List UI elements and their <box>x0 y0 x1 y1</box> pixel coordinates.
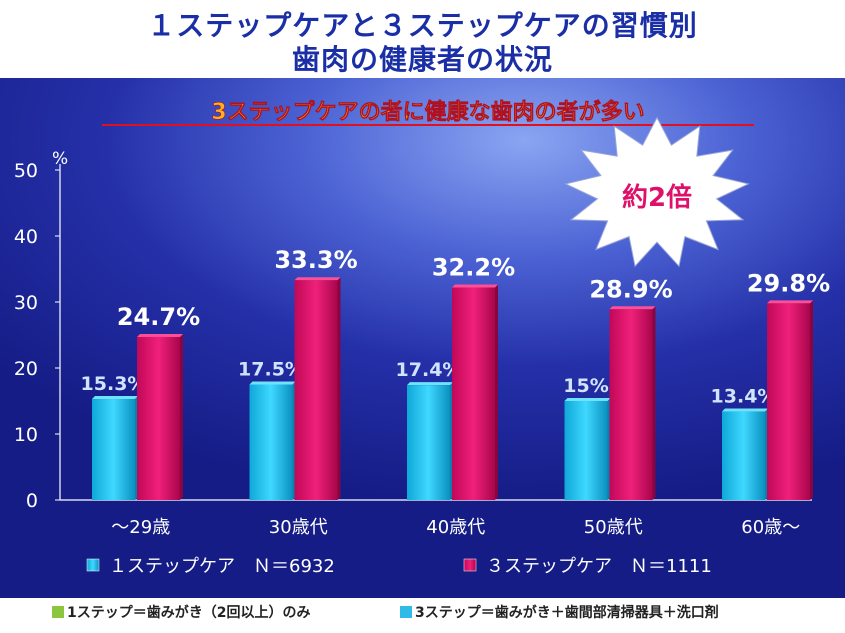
legend-label: １ステップケア Ｎ＝6932 <box>109 556 335 577</box>
bar-1step <box>564 401 608 500</box>
data-label: 13.4% <box>711 386 777 408</box>
callout-text: 約2倍 <box>622 182 692 213</box>
bar-3step <box>137 336 180 500</box>
footer-note-1step-text: 1ステップ＝歯みがき（2回以上）のみ <box>67 605 311 621</box>
bar-top <box>294 277 341 281</box>
x-tick-label: 40歳代 <box>426 517 485 538</box>
data-label: 24.7% <box>117 303 200 331</box>
legend-label: ３ステップケア Ｎ＝1111 <box>486 556 712 577</box>
chart-subtitle: 3ステップケアの者に健康な歯肉の者が多い <box>211 99 644 125</box>
bar-side <box>652 306 656 500</box>
bar-3step <box>767 303 810 500</box>
legend-swatch <box>86 558 100 572</box>
bar-top <box>137 333 183 337</box>
data-label: 15% <box>563 375 608 397</box>
legend-swatch <box>463 558 477 572</box>
bar-3step <box>294 280 338 500</box>
data-label: 15.3% <box>81 373 147 395</box>
bar-top <box>609 306 656 310</box>
bar-side <box>810 300 813 500</box>
y-tick-label: 50 <box>14 160 38 182</box>
footer-note-1step: 1ステップ＝歯みがき（2回以上）のみ <box>52 602 310 622</box>
bar-top <box>249 381 296 385</box>
chart-title-line2: 歯肉の健康者の状況 <box>291 43 553 76</box>
data-label: 32.2% <box>432 253 515 281</box>
bar-top <box>767 300 813 304</box>
data-label: 33.3% <box>274 246 357 274</box>
bar-top <box>452 284 498 288</box>
bar-top <box>92 396 138 400</box>
data-label: 28.9% <box>589 275 672 303</box>
bar-side <box>180 333 183 500</box>
y-tick-label: 0 <box>26 490 38 512</box>
bar-3step <box>452 287 495 500</box>
y-tick-label: 40 <box>14 226 38 248</box>
chart-title-line1: １ステップケアと３ステップケアの習慣別 <box>147 9 698 42</box>
bar-top <box>722 408 768 412</box>
bar-top <box>407 382 453 386</box>
bar-side <box>495 284 498 500</box>
data-label: 17.4% <box>396 359 462 381</box>
bar-top <box>564 398 611 401</box>
y-axis-unit: % <box>52 149 68 169</box>
data-label: 17.5% <box>238 359 304 381</box>
bar-1step <box>92 399 135 500</box>
y-tick-label: 20 <box>14 358 38 380</box>
x-tick-label: ～29歳 <box>111 517 170 538</box>
green-square-icon <box>52 606 64 618</box>
bar-3step <box>609 309 653 500</box>
callout-starburst: 約2倍 <box>564 116 750 268</box>
x-tick-label: 50歳代 <box>584 517 643 538</box>
y-tick-label: 30 <box>14 292 38 314</box>
bar-1step <box>249 384 293 500</box>
y-tick-label: 10 <box>14 424 38 446</box>
bar-1step <box>722 411 765 500</box>
cyan-square-icon <box>400 606 412 618</box>
bar-side <box>337 277 341 500</box>
footer-note-3step: 3ステップ＝歯みがき＋歯間部清掃器具＋洗口剤 <box>400 602 719 622</box>
bar-1step <box>407 385 450 500</box>
footer-note-3step-text: 3ステップ＝歯みがき＋歯間部清掃器具＋洗口剤 <box>415 605 719 621</box>
data-label: 29.8% <box>747 269 830 297</box>
x-tick-label: 30歳代 <box>269 517 328 538</box>
x-tick-label: 60歳～ <box>741 517 800 538</box>
